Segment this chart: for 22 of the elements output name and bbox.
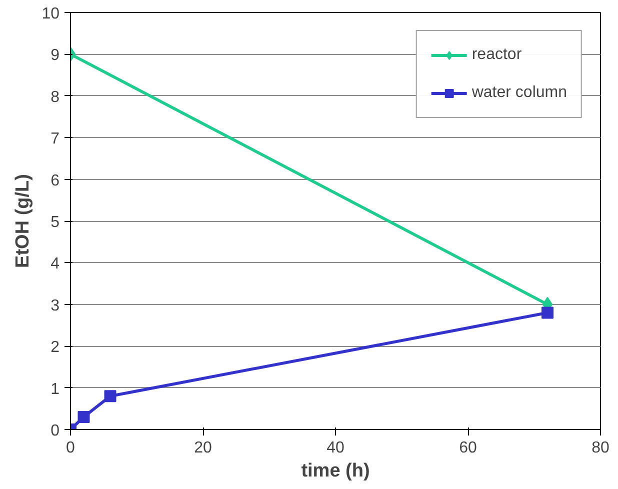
x-tick-label: 0: [66, 440, 76, 456]
x-axis-title: time (h): [301, 460, 370, 482]
y-tick-label: 7: [50, 130, 60, 148]
x-tick-label: 40: [326, 440, 344, 456]
y-tick-label: 3: [50, 297, 60, 314]
legend-label: reactor: [472, 46, 522, 64]
y-tick-label: 1: [50, 380, 60, 398]
y-tick-label: 8: [50, 88, 60, 106]
legend-label: water column: [472, 84, 567, 102]
point: [78, 410, 90, 423]
point: [104, 390, 116, 402]
y-tick-label: 10: [42, 6, 60, 22]
y-tick-label: 5: [50, 214, 60, 231]
x-tick-label: 80: [592, 440, 610, 456]
x-tick-label: 20: [194, 440, 212, 456]
x-tick-label: 60: [459, 440, 477, 456]
y-tick-label: 2: [50, 339, 60, 356]
y-tick-label: 9: [50, 47, 60, 64]
y-tick-label: 4: [50, 256, 60, 273]
y-axis-title: EtOH (g/L): [12, 174, 34, 268]
y-tick-label: 0: [50, 422, 60, 440]
y-tick-label: 6: [50, 172, 60, 190]
